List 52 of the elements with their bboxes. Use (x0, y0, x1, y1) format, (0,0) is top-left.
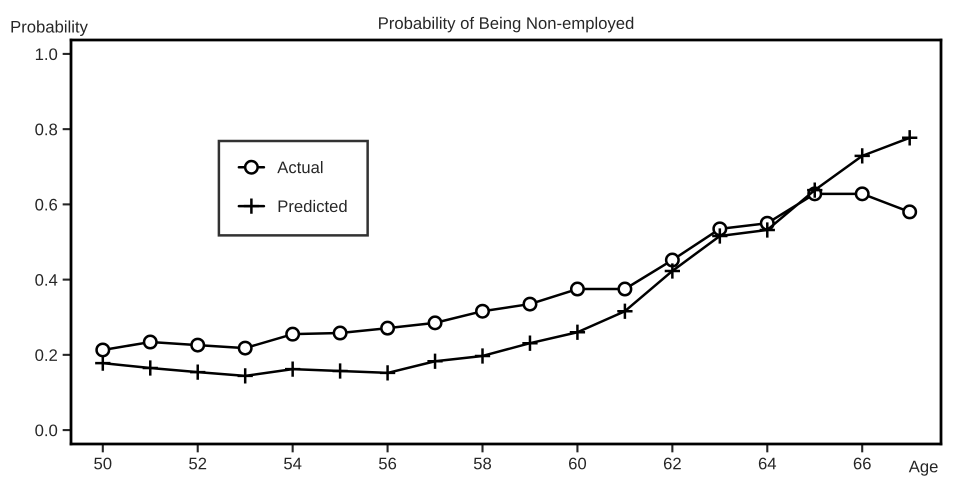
legend-label: Predicted (278, 200, 347, 212)
x-tick-label: 54 (284, 458, 302, 470)
point (854, 186, 870, 202)
x-tick-label: 56 (378, 458, 396, 470)
x-tick-label: 64 (758, 458, 776, 470)
point (380, 320, 396, 336)
point (474, 347, 492, 365)
point (710, 227, 729, 245)
point (521, 334, 539, 352)
point (142, 334, 158, 350)
point (238, 340, 253, 356)
point (617, 282, 632, 297)
x-tick-label: 52 (189, 458, 206, 470)
point (426, 352, 444, 370)
x-tick-label: 50 (94, 458, 112, 470)
x-tick-label: 60 (569, 458, 586, 470)
legend-label: Actual (277, 161, 322, 174)
point (188, 363, 207, 382)
point (900, 128, 919, 147)
y-tick-label: 0.6 (35, 198, 58, 211)
point (331, 362, 350, 380)
x-tick-label: 66 (854, 458, 871, 470)
point (236, 367, 254, 385)
point (758, 221, 776, 239)
point (616, 302, 634, 320)
y-tick-label: 1.0 (36, 48, 58, 60)
point (285, 326, 300, 342)
point (475, 304, 490, 319)
point (568, 323, 586, 342)
y-tick-label: 0.0 (35, 424, 58, 436)
y-axis-title: Probability (11, 20, 88, 36)
point (570, 282, 585, 297)
point (141, 359, 160, 377)
x-axis-title: Age (908, 460, 938, 476)
y-tick-label: 0.2 (35, 349, 57, 362)
point (190, 338, 206, 353)
point (378, 364, 396, 382)
point (95, 342, 110, 358)
point (664, 252, 680, 268)
point (428, 315, 443, 330)
point (806, 181, 824, 199)
point (332, 326, 348, 341)
point (284, 360, 302, 378)
point (902, 204, 918, 220)
y-tick-label: 0.4 (35, 274, 58, 286)
chart-title: Probability of Being Non-employed (379, 16, 634, 32)
x-tick-label: 62 (664, 458, 681, 470)
y-tick-label: 0.8 (35, 124, 58, 136)
point (522, 296, 538, 312)
point (663, 262, 682, 280)
x-tick-label: 58 (474, 458, 492, 470)
point (853, 146, 872, 165)
